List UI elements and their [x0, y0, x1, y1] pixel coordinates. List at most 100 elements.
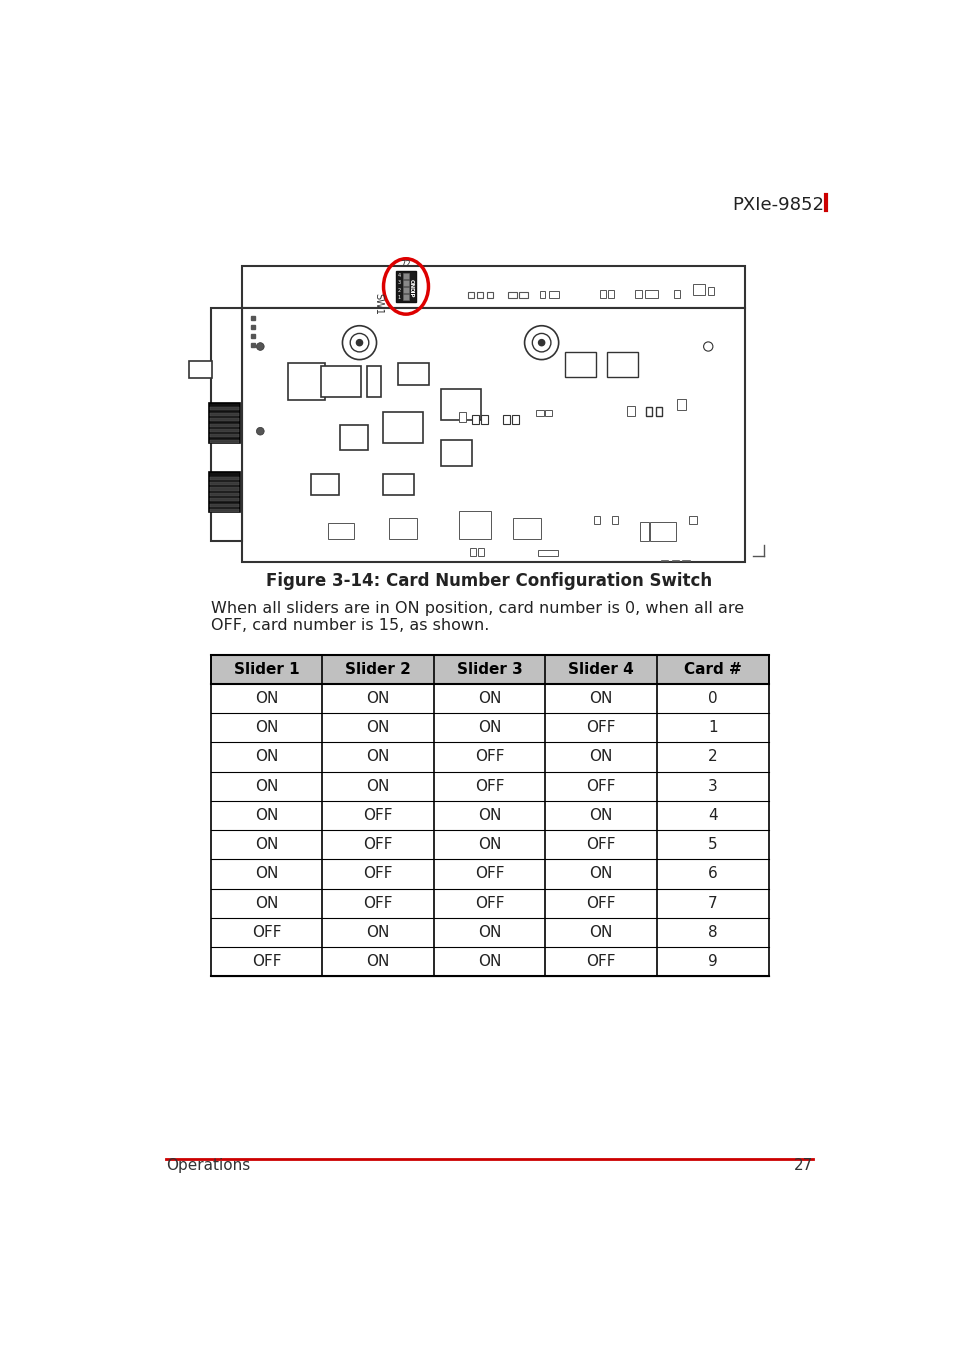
Bar [402, 294, 409, 301]
Text: 27: 27 [793, 1158, 812, 1173]
Text: ON: ON [589, 808, 613, 823]
Bar [210, 418, 239, 421]
Text: 2: 2 [707, 749, 717, 765]
Bar [328, 523, 354, 539]
Bar [674, 290, 679, 298]
Bar [210, 498, 239, 501]
Bar [608, 290, 614, 298]
Circle shape [342, 326, 376, 360]
Text: OFF: OFF [475, 779, 504, 793]
Circle shape [703, 343, 712, 351]
Bar [210, 487, 239, 490]
Bar [468, 292, 474, 298]
Text: 4: 4 [397, 274, 400, 278]
Bar [241, 307, 744, 562]
Bar [518, 292, 527, 298]
Bar [367, 366, 381, 397]
Bar [593, 516, 599, 524]
Text: ON: ON [254, 896, 278, 911]
Bar [655, 406, 661, 416]
Bar [539, 291, 545, 298]
Text: ON: ON [366, 720, 390, 735]
Text: ON: ON [366, 955, 390, 969]
Text: DIP: DIP [409, 287, 414, 298]
Text: OFF: OFF [475, 749, 504, 765]
Text: Operations: Operations [166, 1158, 250, 1173]
Bar [211, 307, 241, 540]
Bar [536, 410, 543, 416]
Bar [402, 287, 409, 294]
Bar [645, 406, 652, 416]
Text: ON: ON [366, 691, 390, 705]
Bar [397, 363, 429, 385]
Bar [211, 860, 768, 888]
Bar [458, 412, 465, 422]
Circle shape [256, 428, 264, 435]
Text: ON: ON [254, 808, 278, 823]
Bar [189, 362, 212, 378]
Text: OFF: OFF [586, 779, 616, 793]
Bar [210, 408, 239, 410]
Circle shape [524, 326, 558, 360]
Text: 2: 2 [397, 288, 400, 292]
Bar [612, 516, 618, 524]
Text: OFF: OFF [363, 896, 393, 911]
Bar [210, 504, 239, 506]
Text: OFF: OFF [475, 867, 504, 881]
Bar [209, 473, 240, 512]
Bar [564, 352, 596, 378]
Bar [251, 334, 254, 338]
Bar [607, 352, 638, 378]
Bar [402, 272, 409, 279]
Text: OFF: OFF [475, 896, 504, 911]
Bar [211, 772, 768, 800]
Bar [311, 474, 339, 496]
Text: ON: ON [254, 720, 278, 735]
Text: When all sliders are in ON position, card number is 0, when all are: When all sliders are in ON position, car… [211, 601, 743, 616]
Circle shape [350, 333, 369, 352]
Bar [512, 416, 518, 424]
Text: 7: 7 [707, 896, 717, 911]
Bar [241, 265, 744, 307]
Text: 72: 72 [400, 260, 411, 268]
Bar [210, 482, 239, 485]
Bar [211, 714, 768, 742]
Text: 5: 5 [707, 837, 717, 852]
Text: ON: ON [477, 720, 501, 735]
Text: Slider 2: Slider 2 [345, 662, 411, 677]
Bar [476, 292, 483, 298]
Bar [440, 440, 472, 466]
Bar [635, 290, 641, 298]
Bar [644, 290, 658, 298]
Text: Figure 3-14: Card Number Configuration Switch: Figure 3-14: Card Number Configuration S… [266, 573, 711, 590]
Text: ON: ON [366, 749, 390, 765]
Circle shape [356, 340, 362, 345]
Bar [548, 291, 558, 298]
Text: ON: ON [366, 925, 390, 940]
Text: ON: ON [254, 691, 278, 705]
Text: ON: ON [409, 279, 414, 288]
Text: OFF: OFF [586, 896, 616, 911]
Bar [480, 416, 488, 424]
Text: Slider 4: Slider 4 [568, 662, 634, 677]
Bar [626, 406, 635, 416]
Bar [692, 284, 704, 295]
Bar [382, 412, 422, 443]
Text: 6: 6 [707, 867, 717, 881]
Text: ON: ON [477, 808, 501, 823]
Bar [513, 519, 540, 539]
Bar [210, 440, 239, 443]
Text: OFF: OFF [363, 867, 393, 881]
Bar [382, 474, 414, 496]
Text: ON: ON [254, 749, 278, 765]
Text: ON: ON [254, 779, 278, 793]
Text: ON: ON [589, 867, 613, 881]
Bar [389, 519, 416, 539]
Text: Slider 3: Slider 3 [456, 662, 522, 677]
Text: OFF: OFF [586, 955, 616, 969]
Text: Card #: Card # [683, 662, 741, 677]
Bar [469, 548, 476, 556]
Bar [211, 888, 768, 918]
Bar [211, 800, 768, 830]
Bar [210, 424, 239, 427]
